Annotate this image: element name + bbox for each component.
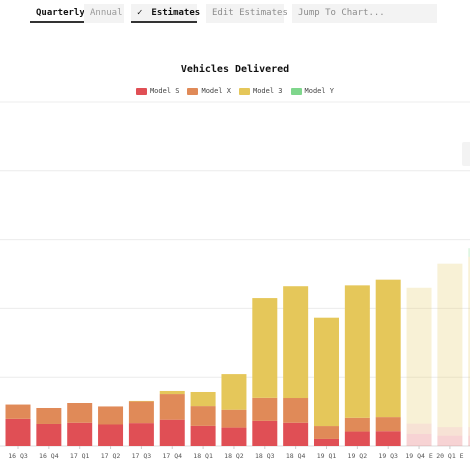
bar-segment [314,438,339,446]
bar-segment [406,433,432,446]
x-tick-label: 16 Q4 [39,452,59,460]
x-tick-label: 17 Q3 [132,452,152,460]
legend-item-model-x[interactable]: Model X [187,85,231,97]
bar-segment [252,397,278,421]
bar-segment [437,435,463,446]
x-tick-label: 17 Q1 [70,452,90,460]
x-tick-label: 18 Q4 [286,452,306,460]
bar-segment [190,425,216,446]
bar-segment [221,374,247,410]
bar-segment [159,419,185,446]
bar-segment [468,427,470,436]
bar-segment [252,420,278,446]
x-tick-label: 19 Q4 E [405,452,432,460]
tab-annual[interactable]: Annual [84,4,124,23]
x-tick-label: 19 Q2 [348,452,368,460]
jump-to-chart-input[interactable]: Jump To Chart... [292,4,437,23]
bar-segment [375,417,401,432]
bar-segment [128,423,154,446]
chart-title: Vehicles Delivered [180,64,290,75]
bar-segment [468,248,470,257]
bar-segment [98,424,124,446]
legend-item-model-s[interactable]: Model S [135,85,180,97]
estimates-toggle-button[interactable]: ✓ Estimates [131,4,201,23]
x-tick-label: 18 Q2 [224,452,244,460]
x-tick-label: 19 Q1 [317,452,337,460]
legend-item-model-3[interactable]: Model 3 [239,85,283,97]
x-tick-label: 16 Q3 [8,452,28,460]
bar-segment [252,298,278,398]
legend-swatch [135,87,147,95]
bar-segment [221,427,247,446]
tab-quarterly[interactable]: Quarterly [30,4,85,23]
legend-label: Model X [201,87,231,95]
x-tick-label: 17 Q2 [101,452,121,460]
chart-legend: Model S Model X Model 3 Model Y [0,85,470,97]
bar-segment [344,431,370,446]
x-tick-label: 18 Q3 [255,452,275,460]
legend-label: Model 3 [253,87,283,95]
bar-segment [406,423,432,434]
legend-label: Model Y [304,87,335,95]
bar-segment [314,317,339,427]
bar-segment [36,423,62,446]
bar-segment [283,286,309,399]
legend-swatch [290,87,302,95]
bar-segment [375,279,401,418]
legend-item-model-y[interactable]: Model Y [290,85,335,97]
legend-swatch [187,87,199,95]
bar-segment [98,406,124,425]
bar-segment [406,287,432,424]
bar-segment [159,390,185,395]
x-tick-label: 20 Q1 E [436,452,463,460]
x-tick-label: 18 Q1 [193,452,213,460]
toolbar: Quarterly Annual ✓ Estimates Edit Estima… [0,0,470,28]
side-panel-tab[interactable] [462,142,470,166]
bar-segment [283,398,309,423]
bar-segment [190,391,216,407]
bar-segment [67,422,93,446]
bar-segment [344,285,370,418]
bar-segment [437,427,463,436]
bar-segment [5,404,31,419]
bar-segment [128,400,154,402]
bar-segment [67,403,93,423]
bar-segment [468,256,470,428]
bar-segment [159,394,185,420]
bar-segment [375,431,401,446]
bar-segment [36,407,62,424]
legend-swatch [239,87,250,95]
bar-segment [5,418,31,446]
bar-segment [190,406,216,426]
x-tick-label: 17 Q4 [162,452,182,460]
edit-estimates-button[interactable]: Edit Estimates [206,4,288,23]
legend-label: Model S [149,87,180,95]
bar-segment [344,417,370,432]
check-icon: ✓ [137,8,143,18]
bar-segment [283,422,309,446]
estimates-label: Estimates [151,8,201,18]
bar-segment [468,435,470,446]
bar-segment [314,426,339,439]
x-tick-label: 19 Q3 [378,452,398,460]
bar-segment [221,409,247,428]
bar-segment [437,263,463,428]
bar-segment [128,401,154,424]
